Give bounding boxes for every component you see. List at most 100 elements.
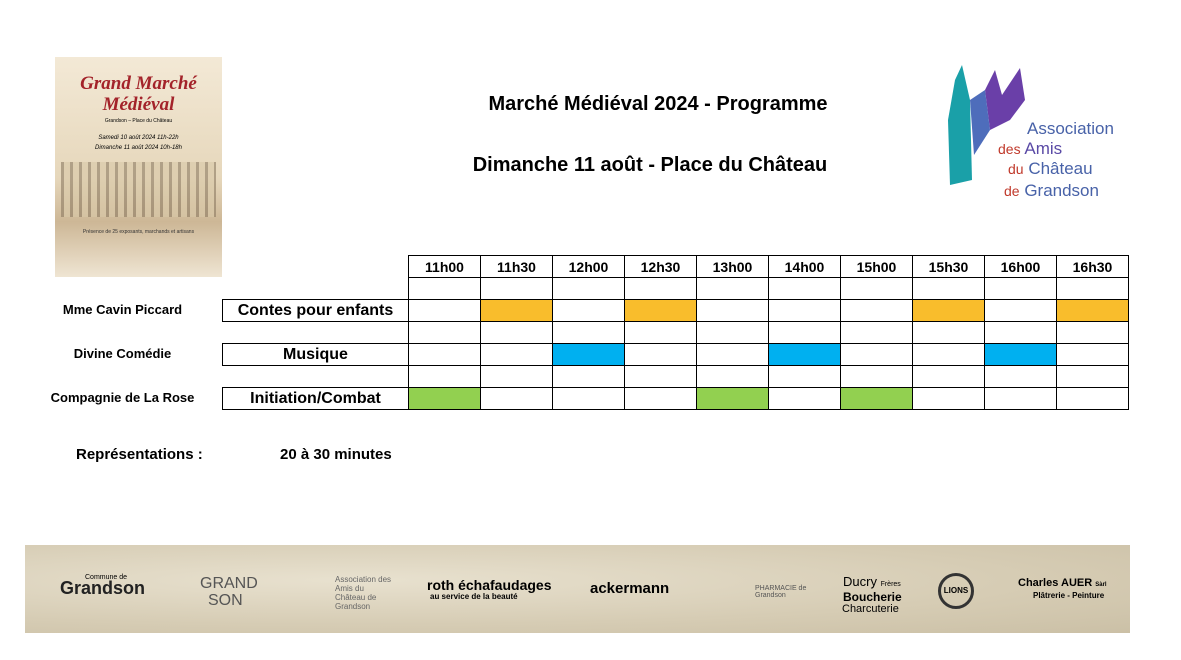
slot-empty [912,343,985,366]
logo-graphic [948,65,1025,185]
sponsor-word: Sàrl [1095,582,1107,588]
slot-empty [840,343,913,366]
activity: Initiation/Combat [222,387,409,410]
blank-cell [552,365,625,388]
performer: Mme Cavin Piccard [62,302,183,317]
logo-word: Château [1028,159,1093,178]
sponsor: ackermann [590,580,670,597]
slot-empty [408,343,481,366]
slot-empty [696,343,769,366]
slot-filled [984,343,1057,366]
sponsor: au service de la beauté [430,592,518,601]
blank-cell [480,277,553,300]
blank-cell [984,321,1057,344]
slot-filled [480,299,553,322]
slot-empty [552,299,625,322]
slot-filled [696,387,769,410]
sponsor: Grandson [60,578,146,598]
blank-cell [624,365,697,388]
time-header: 11h00 [408,255,481,278]
slot-empty [984,387,1057,410]
sponsor-banner: Commune de Grandson GRAND SON Associatio… [25,545,1130,633]
blank-cell [696,277,769,300]
blank-cell [984,277,1057,300]
slot-empty [480,343,553,366]
sponsor: Association des Amis du Château de Grand… [335,575,392,611]
slot-empty [1056,387,1129,410]
performer: Divine Comédie [73,346,172,361]
blank-cell [768,365,841,388]
poster-place: Grandson – Place du Château [104,118,173,124]
blank-cell [1056,321,1129,344]
sponsor: GRAND [200,575,258,592]
logo-text: de Grandson [1004,181,1099,201]
logo-word: du [1008,161,1024,177]
blank-cell [552,321,625,344]
sponsor: Plâtrerie - Peinture [1033,591,1105,600]
blank-cell [984,365,1057,388]
sponsor: SON [208,592,243,609]
logo-wall [970,90,990,155]
subtitle: Dimanche 11 août - Place du Château [472,154,828,176]
slot-empty [480,387,553,410]
sponsor-word: Frères [880,581,901,588]
time-header: 11h30 [480,255,553,278]
activity: Musique [222,343,409,366]
sponsor-word: Charles AUER [1018,577,1093,589]
slot-filled [840,387,913,410]
slot-empty [624,343,697,366]
time-header: 13h00 [696,255,769,278]
slot-empty [696,299,769,322]
poster-title: Médiéval [102,94,175,115]
blank-cell [408,321,481,344]
time-header: 16h00 [984,255,1057,278]
poster-date: Samedi 10 août 2024 11h-22h [98,135,179,141]
sponsor: Charles AUER Sàrl [1018,577,1107,589]
time-header: 12h30 [624,255,697,278]
logo-text: Association [1027,119,1114,138]
logo-word: de [1004,183,1020,199]
sponsor: Boucherie [843,590,902,604]
note-value: 20 à 30 minutes [280,446,392,463]
blank-cell [408,277,481,300]
blank-cell [912,365,985,388]
sponsor: LIONS [938,573,974,609]
sponsor-word: Ducry [843,574,877,589]
blank-cell [624,321,697,344]
logo-word: Grandson [1024,181,1099,200]
blank-cell [840,321,913,344]
blank-cell [840,365,913,388]
slot-empty [552,387,625,410]
poster-footer: Présence de 25 exposants, marchands et a… [82,229,195,235]
blank-cell [768,321,841,344]
blank-cell [408,365,481,388]
time-header: 15h00 [840,255,913,278]
blank-cell [1056,277,1129,300]
sponsor: roth échafaudages [427,577,552,593]
sponsor: PHARMACIE de Grandson [755,585,807,599]
logo-text: du Château [1008,159,1093,179]
slot-filled [624,299,697,322]
blank-cell [480,365,553,388]
time-header: 14h00 [768,255,841,278]
title: Marché Médiéval 2024 - Programme [488,93,828,115]
time-header: 12h00 [552,255,625,278]
slot-empty [768,387,841,410]
logo-word: Amis [1024,139,1063,158]
slot-empty [984,299,1057,322]
sponsor: Charcuterie [842,603,899,615]
slot-filled [552,343,625,366]
blank-cell [552,277,625,300]
blank-cell [912,321,985,344]
slot-filled [912,299,985,322]
time-header: 16h30 [1056,255,1129,278]
slot-filled [408,387,481,410]
slot-empty [1056,343,1129,366]
logo-text: des Amis [998,139,1062,159]
slot-filled [1056,299,1129,322]
blank-cell [768,277,841,300]
slot-empty [840,299,913,322]
performer: Compagnie de La Rose [50,390,195,405]
blank-cell [480,321,553,344]
